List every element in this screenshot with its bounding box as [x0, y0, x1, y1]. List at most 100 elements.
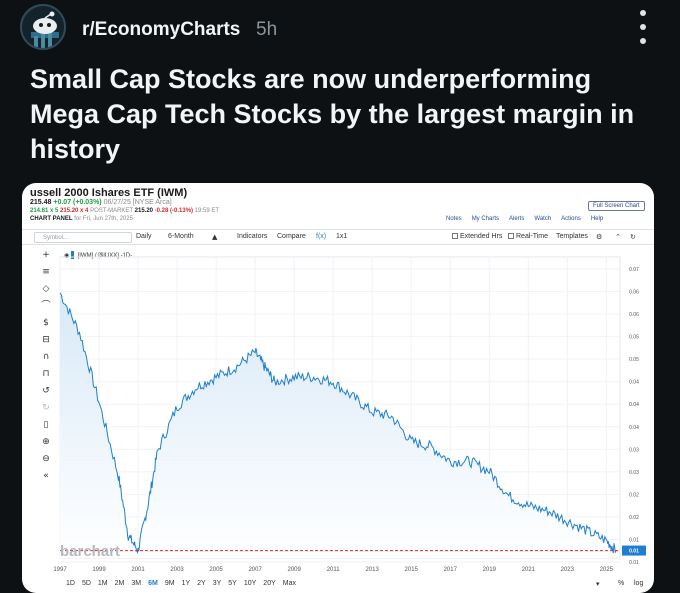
- notes-link[interactable]: Notes: [446, 216, 462, 222]
- extended-hrs-checkbox[interactable]: [452, 233, 458, 239]
- y-tick-label: 0.02: [629, 515, 639, 521]
- area-fill: [60, 292, 617, 558]
- legend-color-swatch: [70, 251, 74, 259]
- chart-top-links: Notes My Charts Alerts Watch Actions Hel…: [446, 216, 603, 222]
- percent-toggle[interactable]: %: [618, 580, 625, 587]
- chart-panel-date: for Fri, Jun 27th, 2025: [74, 216, 133, 222]
- reddit-snoo-icon: [22, 6, 64, 48]
- time-button-2m[interactable]: 2M: [114, 580, 125, 587]
- y-tick-label: 0.03: [629, 470, 639, 476]
- real-time-label: Real-Time: [516, 233, 549, 240]
- log-toggle[interactable]: log: [634, 580, 644, 587]
- x-tick-label: 2001: [131, 567, 145, 573]
- price-tool-icon[interactable]: $: [43, 318, 49, 328]
- calendar-icon[interactable]: ▾: [596, 580, 600, 588]
- layout-dropdown[interactable]: 1x1: [336, 233, 348, 240]
- y-tick-label: 0.05: [629, 335, 639, 341]
- chart-image-card[interactable]: ussell 2000 Ishares ETF (IWM) 215.48 +0.…: [22, 183, 654, 593]
- time-button-5y[interactable]: 5Y: [228, 580, 237, 587]
- zoom-out-icon[interactable]: ⊖: [42, 454, 50, 464]
- templates-button[interactable]: Templates: [556, 233, 588, 240]
- last-value-label: 0.01: [629, 549, 639, 555]
- subreddit-name[interactable]: r/EconomyCharts: [82, 19, 241, 40]
- y-tick-label: 0.06: [629, 312, 639, 318]
- ratio-chart[interactable]: 0.07 0.06 0.06 0.05 0.05 0.04 0.04 0.04 0.03 0.03…: [22, 183, 654, 593]
- y-tick-label: 0.07: [629, 267, 639, 273]
- time-button-5d[interactable]: 5D: [81, 580, 91, 587]
- x-tick-label: 2017: [444, 567, 458, 573]
- function-button[interactable]: f(x): [316, 233, 327, 240]
- undo-icon[interactable]: ↺: [42, 386, 50, 396]
- lock-icon[interactable]: ⊓: [42, 369, 50, 379]
- post-market-label: POST-MARKET: [90, 208, 133, 214]
- chart-toolbar: Symbol... Daily 6-Month ▲ Indicators Com…: [22, 229, 654, 245]
- crosshair-tool-icon[interactable]: +: [42, 250, 50, 260]
- chart-type-icon[interactable]: ▲: [212, 233, 218, 241]
- time-button-9m[interactable]: 9M: [164, 580, 175, 587]
- real-time-checkbox[interactable]: [508, 233, 514, 239]
- time-button-6m[interactable]: 6M: [148, 580, 158, 587]
- x-tick-label: 2011: [327, 567, 341, 573]
- interval-dropdown[interactable]: Daily: [136, 233, 152, 240]
- watch-link[interactable]: Watch: [534, 216, 552, 222]
- compare-button[interactable]: Compare: [277, 233, 306, 240]
- x-tick-label: 2021: [522, 567, 536, 573]
- my-charts-link[interactable]: My Charts: [471, 216, 500, 222]
- x-tick-label: 2025: [600, 567, 614, 573]
- time-button-1y[interactable]: 1Y: [181, 580, 191, 587]
- time-button-3y[interactable]: 3Y: [212, 580, 222, 587]
- ticker-price: 215.48: [30, 199, 52, 206]
- trash-icon[interactable]: ▯: [43, 420, 49, 430]
- shape-tool-icon[interactable]: ◇: [42, 284, 50, 294]
- collapse-icon[interactable]: ⌃: [615, 233, 621, 241]
- real-time-toggle[interactable]: Real-Time: [508, 233, 548, 240]
- time-button-2y[interactable]: 2Y: [197, 580, 206, 587]
- ticker-price-line: 215.48 +0.07 (+0.03%) 06/27/25 [NYSE Arc…: [30, 199, 172, 206]
- fib-tool-icon[interactable]: ≡: [42, 267, 50, 277]
- y-tick-label: 0.04: [629, 425, 639, 431]
- ask: 215.20 x 4: [60, 208, 89, 214]
- collapse-sidebar-icon[interactable]: «: [43, 471, 49, 481]
- time-range-buttons: 1D 5D 1M 2M 3M 6M 9M 1Y 2Y 3Y 5Y 10Y 20Y Max: [66, 580, 296, 587]
- time-button-1m[interactable]: 1M: [97, 580, 108, 587]
- symbol-search-input[interactable]: Symbol...: [34, 232, 132, 243]
- x-tick-label: 1999: [92, 567, 106, 573]
- more-options-icon[interactable]: [636, 10, 650, 44]
- magnet-icon[interactable]: ∩: [42, 352, 50, 362]
- post-title[interactable]: Small Cap Stocks are now underperforming…: [30, 64, 635, 164]
- x-tick-label: 1997: [53, 567, 67, 573]
- x-tick-label: 2005: [209, 567, 223, 573]
- time-button-10y[interactable]: 10Y: [243, 580, 257, 587]
- refresh-icon[interactable]: ↻: [630, 233, 636, 241]
- time-button-1d[interactable]: 1D: [66, 580, 75, 587]
- y-tick-label: 0.05: [629, 357, 639, 363]
- y-tick-label: 0.01: [629, 560, 639, 566]
- help-link[interactable]: Help: [590, 216, 604, 222]
- post-market-price: 215.20: [134, 208, 153, 214]
- alerts-link[interactable]: Alerts: [509, 216, 525, 222]
- x-tick-label: 2013: [366, 567, 380, 573]
- full-screen-button[interactable]: Full Screen Chart: [588, 201, 645, 211]
- time-button-20y[interactable]: 20Y: [263, 580, 276, 587]
- settings-gear-icon[interactable]: ⚙: [596, 233, 603, 241]
- y-tick-label: 0.06: [629, 290, 639, 296]
- y-tick-label: 0.01: [629, 537, 639, 543]
- legend-eye-icon[interactable]: ◉: [64, 252, 70, 259]
- redo-icon[interactable]: ↻: [42, 403, 50, 413]
- subreddit-avatar[interactable]: [20, 4, 66, 50]
- actions-link[interactable]: Actions: [561, 216, 581, 222]
- time-button-3m[interactable]: 3M: [131, 580, 142, 587]
- y-tick-label: 0.02: [629, 492, 639, 498]
- legend-label: [IWM] / [$IUXX] -1D-: [77, 253, 133, 259]
- time-button-max[interactable]: Max: [282, 580, 296, 587]
- x-tick-label: 2023: [561, 567, 575, 573]
- ticker-bid-ask-line: 214.81 x 5 215.20 x 4 POST-MARKET 215.20…: [30, 208, 219, 214]
- period-dropdown[interactable]: 6-Month: [168, 233, 194, 240]
- zoom-in-icon[interactable]: ⊕: [42, 437, 50, 447]
- measure-tool-icon[interactable]: ⊟: [42, 335, 50, 345]
- indicators-button[interactable]: Indicators: [237, 233, 268, 240]
- extended-hrs-toggle[interactable]: Extended Hrs: [452, 233, 502, 240]
- curve-tool-icon[interactable]: ⌒: [41, 301, 51, 311]
- post-header: r/EconomyCharts 5h: [20, 4, 660, 50]
- ticker-name: ussell 2000 Ishares ETF (IWM): [30, 187, 188, 199]
